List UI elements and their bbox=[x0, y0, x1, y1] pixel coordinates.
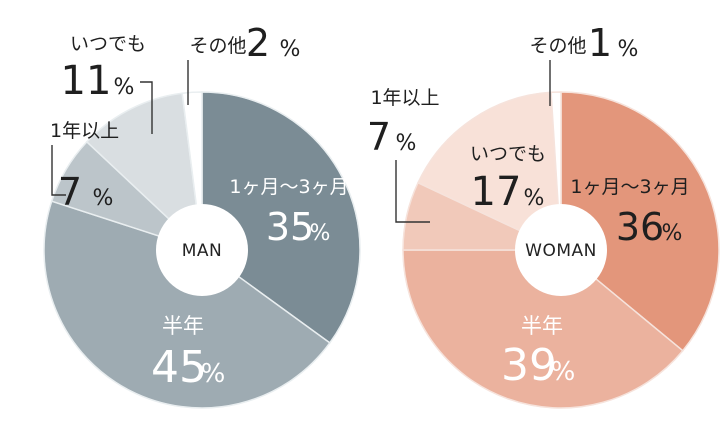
woman-label-1-3-months: 1ヶ月〜3ヶ月 bbox=[570, 176, 689, 198]
man-percent-other: % bbox=[280, 37, 301, 62]
woman-percent-other: % bbox=[618, 37, 639, 62]
woman-percent-over-1-year: % bbox=[396, 131, 417, 156]
man-percent-1-3-months: % bbox=[310, 221, 331, 246]
woman-leader-over-1-year bbox=[395, 160, 430, 223]
man-value-1-3-months: 35 bbox=[266, 205, 314, 249]
woman-value-other: 1 bbox=[588, 21, 612, 65]
woman-value-anytime: 17 bbox=[471, 169, 522, 215]
man-leader-over-1-year bbox=[51, 145, 66, 196]
man-label-other: その他 bbox=[189, 35, 246, 57]
woman-value-half-year: 39 bbox=[501, 340, 557, 391]
man-percent-anytime: % bbox=[114, 75, 135, 100]
man-value-over-1-year: 7 bbox=[58, 170, 82, 214]
woman-label-anytime: いつでも bbox=[470, 143, 546, 165]
man-percent-half-year: % bbox=[201, 359, 226, 389]
man-leader-anytime bbox=[140, 81, 153, 134]
man-value-half-year: 45 bbox=[151, 342, 207, 393]
woman-percent-half-year: % bbox=[551, 357, 576, 387]
woman-percent-1-3-months: % bbox=[662, 221, 683, 246]
woman-center-hole bbox=[515, 204, 607, 296]
man-outline bbox=[43, 91, 361, 409]
woman-label-over-1-year: 1年以上 bbox=[370, 87, 439, 109]
woman-center-label: WOMAN bbox=[525, 241, 597, 261]
woman-value-1-3-months: 36 bbox=[616, 205, 664, 249]
woman-value-over-1-year: 7 bbox=[367, 115, 391, 159]
man-pie-chart: MAN 1ヶ月〜3ヶ月 35% 半年 45% 1年以上 7 % いつでも 11 % その他 2% bbox=[43, 21, 361, 409]
man-value-anytime: 11 bbox=[61, 58, 112, 104]
man-label-1-3-months: 1ヶ月〜3ヶ月 bbox=[229, 176, 348, 198]
man-label-anytime: いつでも bbox=[70, 33, 146, 55]
man-label-half-year: 半年 bbox=[162, 314, 204, 338]
woman-label-half-year: 半年 bbox=[521, 314, 563, 338]
woman-percent-anytime: % bbox=[524, 186, 545, 211]
woman-label-other: その他 bbox=[529, 35, 586, 57]
woman-outline bbox=[402, 91, 720, 409]
man-center-hole bbox=[156, 204, 248, 296]
man-percent-over-1-year: % bbox=[93, 186, 114, 211]
man-center-label: MAN bbox=[182, 241, 223, 261]
man-value-other: 2 bbox=[246, 21, 270, 65]
man-label-over-1-year: 1年以上 bbox=[50, 120, 119, 142]
